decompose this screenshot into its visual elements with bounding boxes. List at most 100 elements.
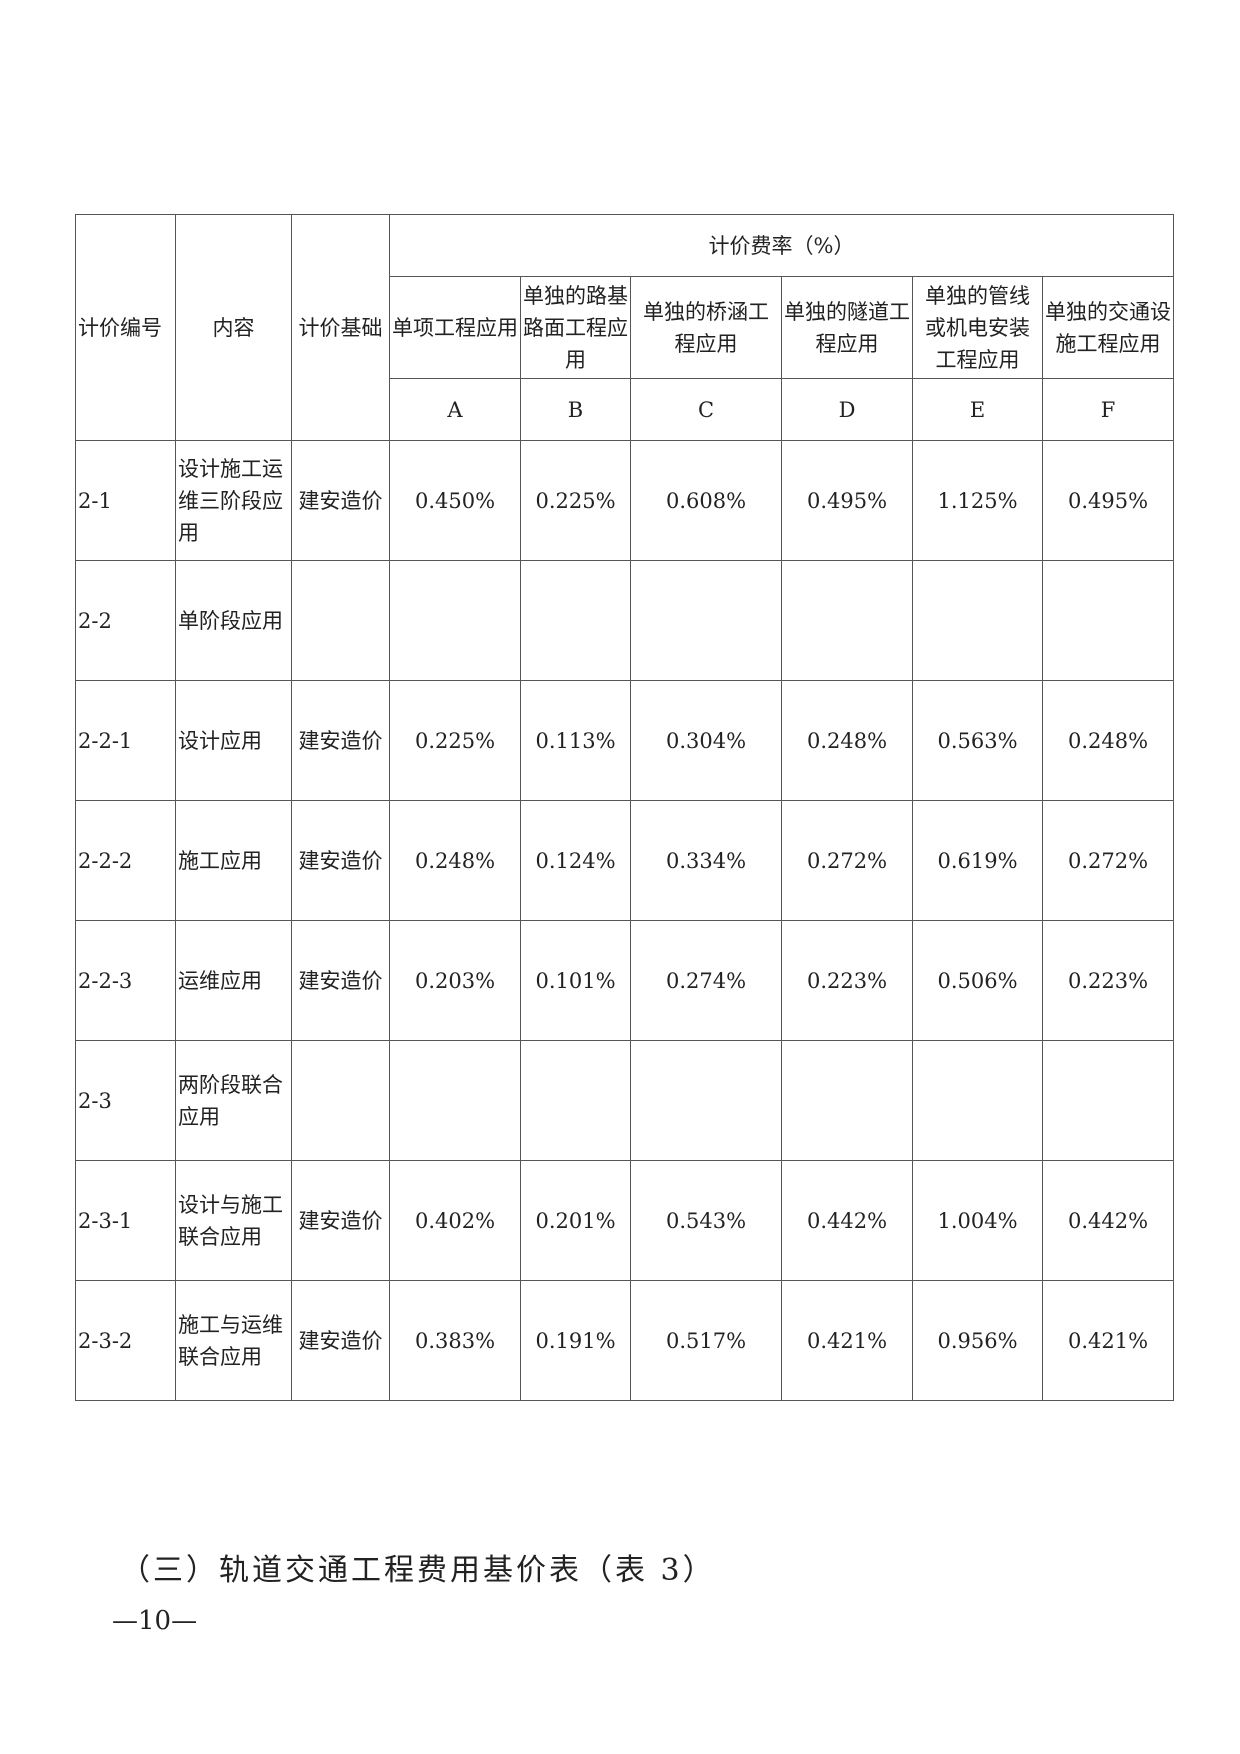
row-basis: 建安造价 [291,920,390,1041]
rate-cell: 0.563% [912,680,1043,801]
rate-cell: 0.619% [912,800,1043,921]
header-column-labels: 单项工程应用 单独的路基路面工程应用 单独的桥涵工程应用 单独的隧道工程应用 单独的管线… [76,276,1175,379]
rate-cell: 0.113% [520,680,631,801]
rate-cell: 0.274% [630,920,782,1041]
rate-cell: 0.402% [389,1160,521,1281]
rate-cell: 0.225% [520,440,631,561]
table-row: 2-3-2 施工与运维联合应用 建安造价 0.383% 0.191% 0.517% 0.42… [75,1280,1175,1401]
rate-cell [630,560,782,681]
rate-cell: 0.956% [912,1280,1043,1401]
rate-cell: 0.608% [630,440,782,561]
rate-cell: 0.101% [520,920,631,1041]
rate-cell: 0.272% [1041,800,1175,921]
fee-rate-table: 计价编号 内容 计价基础 计价费率（%） 单项工程应用 单独的路基路面工程应用 单独… [75,214,1175,1401]
row-code: 2-2 [75,560,176,681]
row-content: 设计与施工联合应用 [175,1160,292,1281]
header-content: 内容 [175,214,292,441]
row-basis: 建安造价 [291,800,390,921]
row-basis: 建安造价 [291,1280,390,1401]
rate-cell: 0.442% [1041,1160,1175,1281]
rate-cell [1041,1040,1175,1161]
column-label: 单独的桥涵工程应用 [630,276,782,379]
table-row: 2-1 设计施工运维三阶段应用 建安造价 0.450% 0.225% 0.608% 0.49… [75,440,1175,561]
row-basis: 建安造价 [291,440,390,561]
column-letter: E [912,378,1043,441]
column-label: 单独的交通设施工程应用 [1041,276,1175,379]
column-label: 单独的隧道工程应用 [781,276,913,379]
row-basis: 建安造价 [291,680,390,801]
rate-cell: 0.517% [630,1280,782,1401]
row-content: 两阶段联合应用 [175,1040,292,1161]
section-heading: （三）轨道交通工程费用基价表（表 3） [120,1553,716,1588]
rate-cell: 0.383% [389,1280,521,1401]
column-label: 单项工程应用 [389,276,521,379]
row-content: 设计应用 [175,680,292,801]
rate-cell [389,1040,521,1161]
rate-cell: 0.421% [1041,1280,1175,1401]
rate-cell: 0.543% [630,1160,782,1281]
column-letter: A [389,378,521,441]
rate-cell: 0.495% [781,440,913,561]
row-code: 2-3-1 [75,1160,176,1281]
table-row: 2-3 两阶段联合应用 [75,1040,1175,1161]
rate-cell: 0.225% [389,680,521,801]
rate-cell: 0.334% [630,800,782,921]
column-label: 单独的管线或机电安装工程应用 [912,276,1043,379]
rate-cell [1041,560,1175,681]
rate-cell: 1.004% [912,1160,1043,1281]
rate-cell [912,560,1043,681]
rate-cell: 0.223% [781,920,913,1041]
rate-cell: 0.191% [520,1280,631,1401]
column-letter: D [781,378,913,441]
rate-cell [520,560,631,681]
row-basis: 建安造价 [291,1160,390,1281]
rate-cell: 0.506% [912,920,1043,1041]
rate-cell [389,560,521,681]
row-content: 单阶段应用 [175,560,292,681]
column-letter: F [1041,378,1175,441]
row-code: 2-1 [75,440,176,561]
rate-cell: 0.248% [389,800,521,921]
rate-cell: 0.272% [781,800,913,921]
rate-cell [520,1040,631,1161]
column-letter: C [630,378,782,441]
page-number: —10— [112,1606,198,1636]
rate-cell: 0.223% [1041,920,1175,1041]
row-content: 设计施工运维三阶段应用 [175,440,292,561]
column-letter: B [520,378,631,441]
row-code: 2-2-1 [75,680,176,801]
table-row: 2-2-1 设计应用 建安造价 0.225% 0.113% 0.304% 0.248% 0.5… [75,680,1175,801]
rate-cell: 0.495% [1041,440,1175,561]
header-basis: 计价基础 [291,214,390,441]
rate-cell: 0.201% [520,1160,631,1281]
row-code: 2-2-2 [75,800,176,921]
rate-cell: 0.442% [781,1160,913,1281]
rate-cell: 0.124% [520,800,631,921]
row-content: 施工应用 [175,800,292,921]
header-row: 计价编号 内容 计价基础 计价费率（%） [75,214,1175,441]
rate-cell [912,1040,1043,1161]
row-code: 2-3 [75,1040,176,1161]
rate-cell: 1.125% [912,440,1043,561]
rate-cell: 0.248% [781,680,913,801]
rate-cell: 0.248% [1041,680,1175,801]
header-rate-group: 计价费率（%） [388,214,1175,277]
rate-cell: 0.304% [630,680,782,801]
row-basis [291,560,390,681]
row-content: 运维应用 [175,920,292,1041]
rate-cell [781,1040,913,1161]
row-code: 2-2-3 [75,920,176,1041]
column-label: 单独的路基路面工程应用 [520,276,631,379]
rate-cell: 0.421% [781,1280,913,1401]
table-row: 2-2-2 施工应用 建安造价 0.248% 0.124% 0.334% 0.272% 0.6… [75,800,1175,921]
row-content: 施工与运维联合应用 [175,1280,292,1401]
table-row: 2-2-3 运维应用 建安造价 0.203% 0.101% 0.274% 0.223% 0.5… [75,920,1175,1041]
row-code: 2-3-2 [75,1280,176,1401]
row-basis [291,1040,390,1161]
rate-cell: 0.203% [389,920,521,1041]
table-row: 2-2 单阶段应用 [75,560,1175,681]
rate-cell: 0.450% [389,440,521,561]
header-code: 计价编号 [75,214,176,441]
rate-cell [781,560,913,681]
